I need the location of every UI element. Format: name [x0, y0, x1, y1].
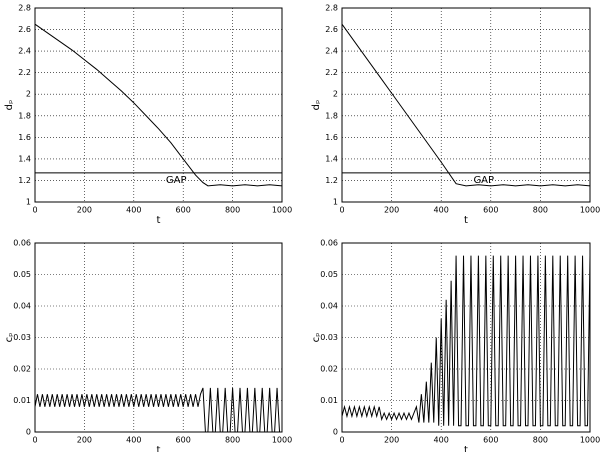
x-tick-label: 800	[225, 206, 240, 215]
y-tick-label: 1.6	[18, 133, 31, 142]
x-tick-label: 1000	[580, 206, 600, 215]
x-tick-label: 1000	[272, 436, 292, 445]
y-axis-label: cₚ	[4, 333, 15, 343]
data-line	[341, 255, 591, 427]
y-tick-label: 1.4	[325, 154, 338, 163]
x-axis-label: t	[157, 215, 161, 226]
y-tick-label: 2.4	[18, 47, 31, 56]
y-tick-label: 2.8	[18, 4, 31, 13]
x-tick-label: 1000	[272, 206, 292, 215]
y-tick-label: 2.2	[325, 68, 338, 77]
y-tick-label: 1.2	[18, 176, 31, 185]
y-tick-label: 2	[26, 90, 31, 99]
y-tick-label: 2.6	[325, 25, 338, 34]
x-tick-label: 200	[77, 206, 92, 215]
x-axis-label: t	[464, 445, 468, 452]
y-tick-label: 0.01	[320, 396, 338, 405]
x-tick-label: 200	[384, 436, 399, 445]
x-tick-label: 400	[434, 436, 449, 445]
y-tick-label: 0	[333, 428, 338, 437]
y-tick-label: 0.04	[320, 302, 338, 311]
y-tick-label: 0.03	[320, 333, 338, 342]
y-tick-label: 0.06	[13, 239, 31, 248]
data-line	[34, 23, 283, 187]
y-tick-label: 2.2	[18, 68, 31, 77]
y-tick-label: 2	[333, 90, 338, 99]
y-axis-label: dₚ	[311, 100, 322, 111]
y-tick-label: 1.8	[18, 111, 31, 120]
x-tick-label: 600	[483, 206, 498, 215]
y-tick-label: 0.05	[320, 270, 338, 279]
data-line	[341, 23, 591, 187]
x-tick-label: 1000	[580, 436, 600, 445]
y-tick-label: 0	[26, 428, 31, 437]
x-tick-label: 0	[32, 436, 37, 445]
y-axis-label: dₚ	[4, 100, 15, 111]
x-tick-label: 0	[32, 206, 37, 215]
x-tick-label: 400	[126, 206, 141, 215]
y-axis-label: cₚ	[311, 333, 322, 343]
x-tick-label: 200	[384, 206, 399, 215]
gap-label: GAP	[473, 175, 494, 186]
y-tick-label: 2.8	[325, 4, 338, 13]
y-tick-label: 1	[26, 198, 31, 207]
y-tick-label: 0.02	[320, 365, 338, 374]
y-tick-label: 0.01	[13, 396, 31, 405]
x-tick-label: 200	[77, 436, 92, 445]
y-tick-label: 1.4	[18, 154, 31, 163]
gap-label: GAP	[166, 175, 187, 186]
x-axis-label: t	[157, 445, 161, 452]
y-tick-label: 1.2	[325, 176, 338, 185]
x-tick-label: 0	[339, 206, 344, 215]
x-tick-label: 600	[176, 436, 191, 445]
y-tick-label: 0.05	[13, 270, 31, 279]
y-tick-label: 2.6	[18, 25, 31, 34]
x-axis-label: t	[464, 215, 468, 226]
x-tick-label: 800	[225, 436, 240, 445]
y-tick-label: 0.06	[320, 239, 338, 248]
y-tick-label: 0.02	[13, 365, 31, 374]
x-tick-label: 400	[126, 436, 141, 445]
y-tick-label: 1.6	[325, 133, 338, 142]
x-tick-label: 800	[533, 206, 548, 215]
data-line	[34, 387, 282, 433]
x-tick-label: 800	[533, 436, 548, 445]
x-tick-label: 400	[434, 206, 449, 215]
y-tick-label: 1.8	[325, 111, 338, 120]
x-tick-label: 600	[176, 206, 191, 215]
y-tick-label: 2.4	[325, 47, 338, 56]
y-tick-label: 1	[333, 198, 338, 207]
x-tick-label: 600	[483, 436, 498, 445]
y-tick-label: 0.04	[13, 302, 31, 311]
y-tick-label: 0.03	[13, 333, 31, 342]
x-tick-label: 0	[339, 436, 344, 445]
